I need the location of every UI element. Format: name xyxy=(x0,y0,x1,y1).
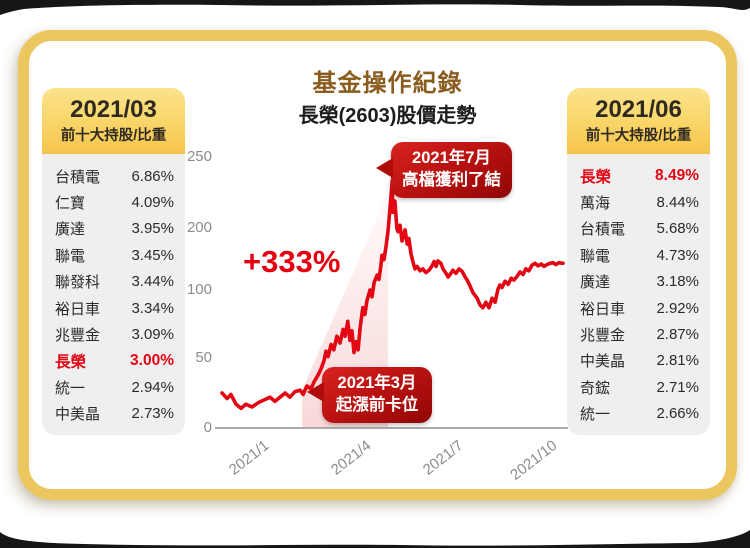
holding-name: 奇鋐 xyxy=(580,379,611,397)
holding-row: 廣達 3.18% xyxy=(580,269,699,295)
holding-name: 長榮 xyxy=(55,353,87,371)
holding-weight: 6.86% xyxy=(131,167,174,185)
peak-callout: 2021年7月 高檔獲利了結 xyxy=(376,142,512,198)
holding-name: 萬海 xyxy=(580,195,611,213)
holding-row: 奇鋐 2.71% xyxy=(580,374,699,400)
holding-row: 長榮 8.49% xyxy=(580,163,699,189)
gain-label: +333% xyxy=(243,244,341,279)
holding-weight: 8.49% xyxy=(655,167,699,185)
holding-weight: 4.73% xyxy=(656,246,699,264)
holding-weight: 3.95% xyxy=(131,220,174,238)
holdings-list: 長榮 8.49% 萬海 8.44% 台積電 5.68% 聯電 4.73% 廣達 3.18% 裕日車 2… xyxy=(567,154,710,435)
holding-name: 聯電 xyxy=(580,247,611,265)
holding-weight: 3.00% xyxy=(130,351,174,369)
holding-row: 聯電 3.45% xyxy=(55,242,174,268)
holding-name: 統一 xyxy=(580,406,611,424)
holding-name: 台積電 xyxy=(580,221,626,239)
holding-row: 兆豐金 2.87% xyxy=(580,321,699,347)
callout-pointer-left-icon xyxy=(376,158,393,178)
holdings-list: 台積電 6.86% 仁寶 4.09% 廣達 3.95% 聯電 3.45% 聯發科 3.44% 裕日車… xyxy=(42,154,185,435)
callout-line2: 高檔獲利了結 xyxy=(402,170,501,189)
holdings-panel-2021-06: 2021/06 前十大持股/比重 長榮 8.49% 萬海 8.44% 台積電 5.68% 聯… xyxy=(567,88,710,435)
page-title: 基金操作紀錄 xyxy=(312,70,463,97)
holding-row: 中美晶 2.73% xyxy=(55,401,174,427)
holding-row: 萬海 8.44% xyxy=(580,189,699,215)
holding-row: 台積電 6.86% xyxy=(55,163,174,189)
holding-name: 統一 xyxy=(55,379,86,397)
holding-name: 聯發科 xyxy=(55,274,101,292)
holding-name: 裕日車 xyxy=(580,300,626,318)
holding-row: 裕日車 2.92% xyxy=(580,295,699,321)
holding-name: 聯電 xyxy=(55,247,86,265)
holding-weight: 2.71% xyxy=(656,378,699,396)
holding-weight: 5.68% xyxy=(656,220,699,238)
holding-name: 長榮 xyxy=(580,169,612,187)
panel-period: 2021/03 xyxy=(70,96,157,123)
panel-header: 2021/06 前十大持股/比重 xyxy=(567,88,710,154)
holding-weight: 2.81% xyxy=(656,352,699,370)
holding-weight: 2.94% xyxy=(131,378,174,396)
holding-row: 統一 2.66% xyxy=(580,401,699,427)
y-axis-label: 0 xyxy=(203,419,212,436)
holding-name: 廣達 xyxy=(55,221,86,239)
holding-weight: 2.66% xyxy=(656,405,699,423)
holdings-panel-2021-03: 2021/03 前十大持股/比重 台積電 6.86% 仁寶 4.09% 廣達 3.95% 聯… xyxy=(42,88,185,435)
holding-weight: 3.09% xyxy=(131,326,174,344)
holding-name: 兆豐金 xyxy=(55,327,101,345)
holding-row: 統一 2.94% xyxy=(55,374,174,400)
y-axis-label: 100 xyxy=(186,281,212,298)
holding-row: 聯電 4.73% xyxy=(580,242,699,268)
holding-weight: 3.34% xyxy=(131,299,174,317)
holding-name: 中美晶 xyxy=(55,406,101,424)
holding-row: 仁寶 4.09% xyxy=(55,189,174,215)
holding-name: 台積電 xyxy=(55,168,101,186)
holding-row: 兆豐金 3.09% xyxy=(55,321,174,347)
y-axis-label: 250 xyxy=(186,148,212,165)
callout-line2: 起漲前卡位 xyxy=(335,395,419,414)
panel-period: 2021/06 xyxy=(595,96,682,123)
holding-weight: 2.73% xyxy=(131,405,174,423)
holding-row: 長榮 3.00% xyxy=(55,348,174,374)
panel-header: 2021/03 前十大持股/比重 xyxy=(42,88,185,154)
holding-name: 裕日車 xyxy=(55,300,101,318)
holding-row: 台積電 5.68% xyxy=(580,216,699,242)
holding-weight: 4.09% xyxy=(131,194,174,212)
callout-line1: 2021年3月 xyxy=(337,374,417,392)
entry-callout: 2021年3月 起漲前卡位 xyxy=(307,367,432,423)
holding-weight: 2.87% xyxy=(656,326,699,344)
holding-name: 廣達 xyxy=(580,274,611,292)
holding-weight: 8.44% xyxy=(656,194,699,212)
holding-weight: 2.92% xyxy=(656,299,699,317)
holding-row: 聯發科 3.44% xyxy=(55,269,174,295)
holding-name: 仁寶 xyxy=(55,195,86,213)
holding-weight: 3.44% xyxy=(131,273,174,291)
panel-subtitle: 前十大持股/比重 xyxy=(60,127,167,144)
holding-name: 中美晶 xyxy=(580,353,626,371)
y-axis-label: 50 xyxy=(195,349,212,366)
holding-row: 中美晶 2.81% xyxy=(580,348,699,374)
holding-weight: 3.18% xyxy=(656,273,699,291)
holding-weight: 3.45% xyxy=(131,246,174,264)
callout-line1: 2021年7月 xyxy=(412,149,491,167)
holding-row: 裕日車 3.34% xyxy=(55,295,174,321)
holding-row: 廣達 3.95% xyxy=(55,216,174,242)
holding-name: 兆豐金 xyxy=(580,327,626,345)
callout-pointer-left-icon xyxy=(307,382,324,402)
chart-subtitle: 長榮(2603)股價走勢 xyxy=(298,105,477,127)
panel-subtitle: 前十大持股/比重 xyxy=(585,127,692,144)
y-axis-label: 200 xyxy=(186,219,212,236)
